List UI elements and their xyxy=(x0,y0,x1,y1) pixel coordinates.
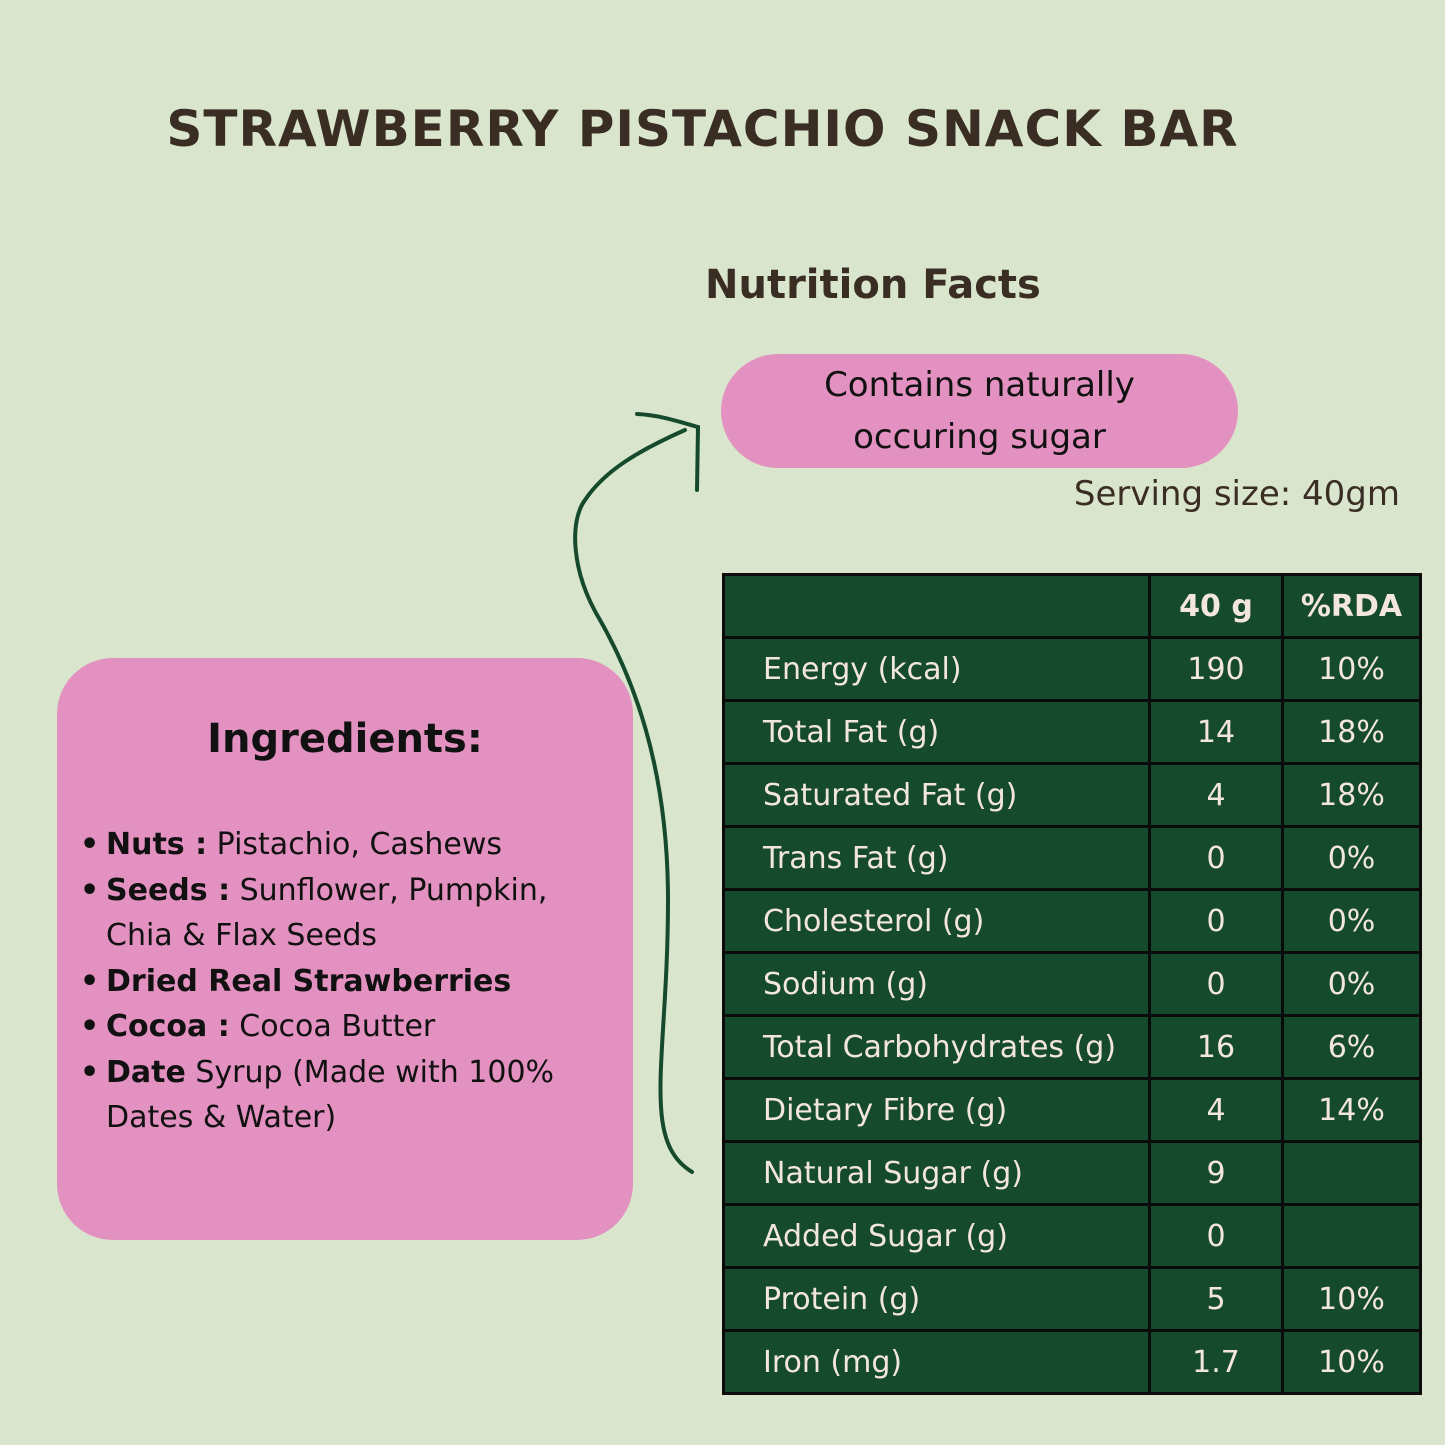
table-row: Total Carbohydrates (g) 16 6% xyxy=(722,1014,1422,1080)
header-amount: 40 g xyxy=(1148,573,1284,639)
page-title: STRAWBERRY PISTACHIO SNACK BAR xyxy=(166,100,1239,158)
ingredients-list: Nuts : Pistachio, Cashews Seeds : Sunflo… xyxy=(80,822,620,1141)
table-header-row: 40 g %RDA xyxy=(722,573,1422,639)
table-row: Added Sugar (g) 0 xyxy=(722,1203,1422,1269)
table-row: Saturated Fat (g) 4 18% xyxy=(722,762,1422,828)
table-row: Trans Fat (g) 0 0% xyxy=(722,825,1422,891)
table-row: Iron (mg) 1.7 10% xyxy=(722,1329,1422,1395)
table-row: Natural Sugar (g) 9 xyxy=(722,1140,1422,1206)
nutrition-table: 40 g %RDA Energy (kcal) 190 10% Total Fat … xyxy=(722,573,1422,1395)
header-rda: %RDA xyxy=(1281,573,1422,639)
nutrition-facts-heading: Nutrition Facts xyxy=(705,262,1041,308)
table-row: Dietary Fibre (g) 4 14% xyxy=(722,1077,1422,1143)
callout-line-2: occuring sugar xyxy=(853,417,1106,457)
ingredient-item: Seeds : Sunflower, Pumpkin, Chia & Flax … xyxy=(80,868,620,959)
table-row: Protein (g) 5 10% xyxy=(722,1266,1422,1332)
callout-line-1: Contains naturally xyxy=(824,365,1135,405)
ingredient-item: Nuts : Pistachio, Cashews xyxy=(80,822,620,868)
table-row: Energy (kcal) 190 10% xyxy=(722,636,1422,702)
ingredient-item: Dried Real Strawberries xyxy=(80,959,620,1005)
ingredient-item: Date Syrup (Made with 100% Dates & Water… xyxy=(80,1050,620,1141)
ingredient-item: Cocoa : Cocoa Butter xyxy=(80,1004,620,1050)
table-row: Total Fat (g) 14 18% xyxy=(722,699,1422,765)
header-nutrient xyxy=(722,573,1151,639)
ingredients-heading: Ingredients: xyxy=(207,716,483,762)
table-row: Sodium (g) 0 0% xyxy=(722,951,1422,1017)
sugar-callout: Contains naturally occuring sugar xyxy=(721,354,1238,468)
table-row: Cholesterol (g) 0 0% xyxy=(722,888,1422,954)
serving-size: Serving size: 40gm xyxy=(1073,474,1400,514)
